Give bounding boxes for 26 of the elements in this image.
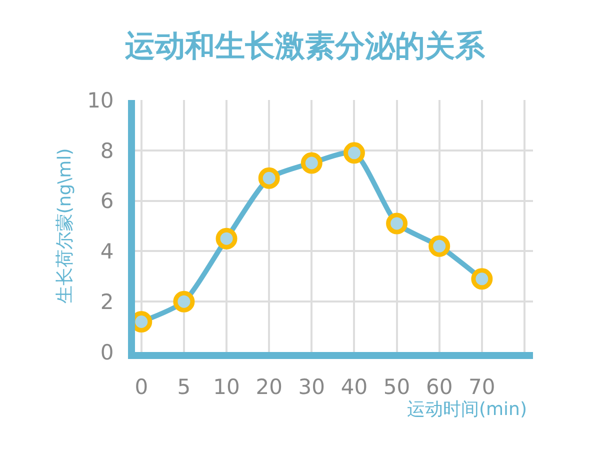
point <box>343 142 365 164</box>
x-tick-label: 5 <box>177 375 191 400</box>
x-tick-label: 60 <box>426 375 453 400</box>
x-tick-label: 40 <box>340 375 368 400</box>
point <box>216 228 238 250</box>
point <box>471 268 493 290</box>
y-tick-label: 8 <box>100 138 114 163</box>
y-tick-label: 4 <box>100 240 114 264</box>
point <box>300 152 322 174</box>
y-tick-label: 6 <box>100 189 114 214</box>
point <box>258 167 280 189</box>
x-tick-label: 20 <box>256 375 282 400</box>
y-tick-label: 2 <box>100 290 114 314</box>
point <box>428 235 450 257</box>
x-axis-title: 运动时间(min) <box>407 399 527 420</box>
y-tick-label: 0 <box>100 340 114 364</box>
point <box>386 212 408 234</box>
x-tick-label: 10 <box>213 375 240 400</box>
point <box>173 290 195 312</box>
x-tick-label: 0 <box>134 375 148 400</box>
y-tick-label: 10 <box>87 88 114 112</box>
x-tick-label: 70 <box>468 375 496 400</box>
y-axis-title: 生长荷尔蒙(ng\ml) <box>54 148 76 304</box>
x-tick-label: 50 <box>383 375 410 400</box>
chart-title: 运动和生长激素分泌的关系 <box>124 29 486 64</box>
x-tick-label: 30 <box>298 375 326 400</box>
